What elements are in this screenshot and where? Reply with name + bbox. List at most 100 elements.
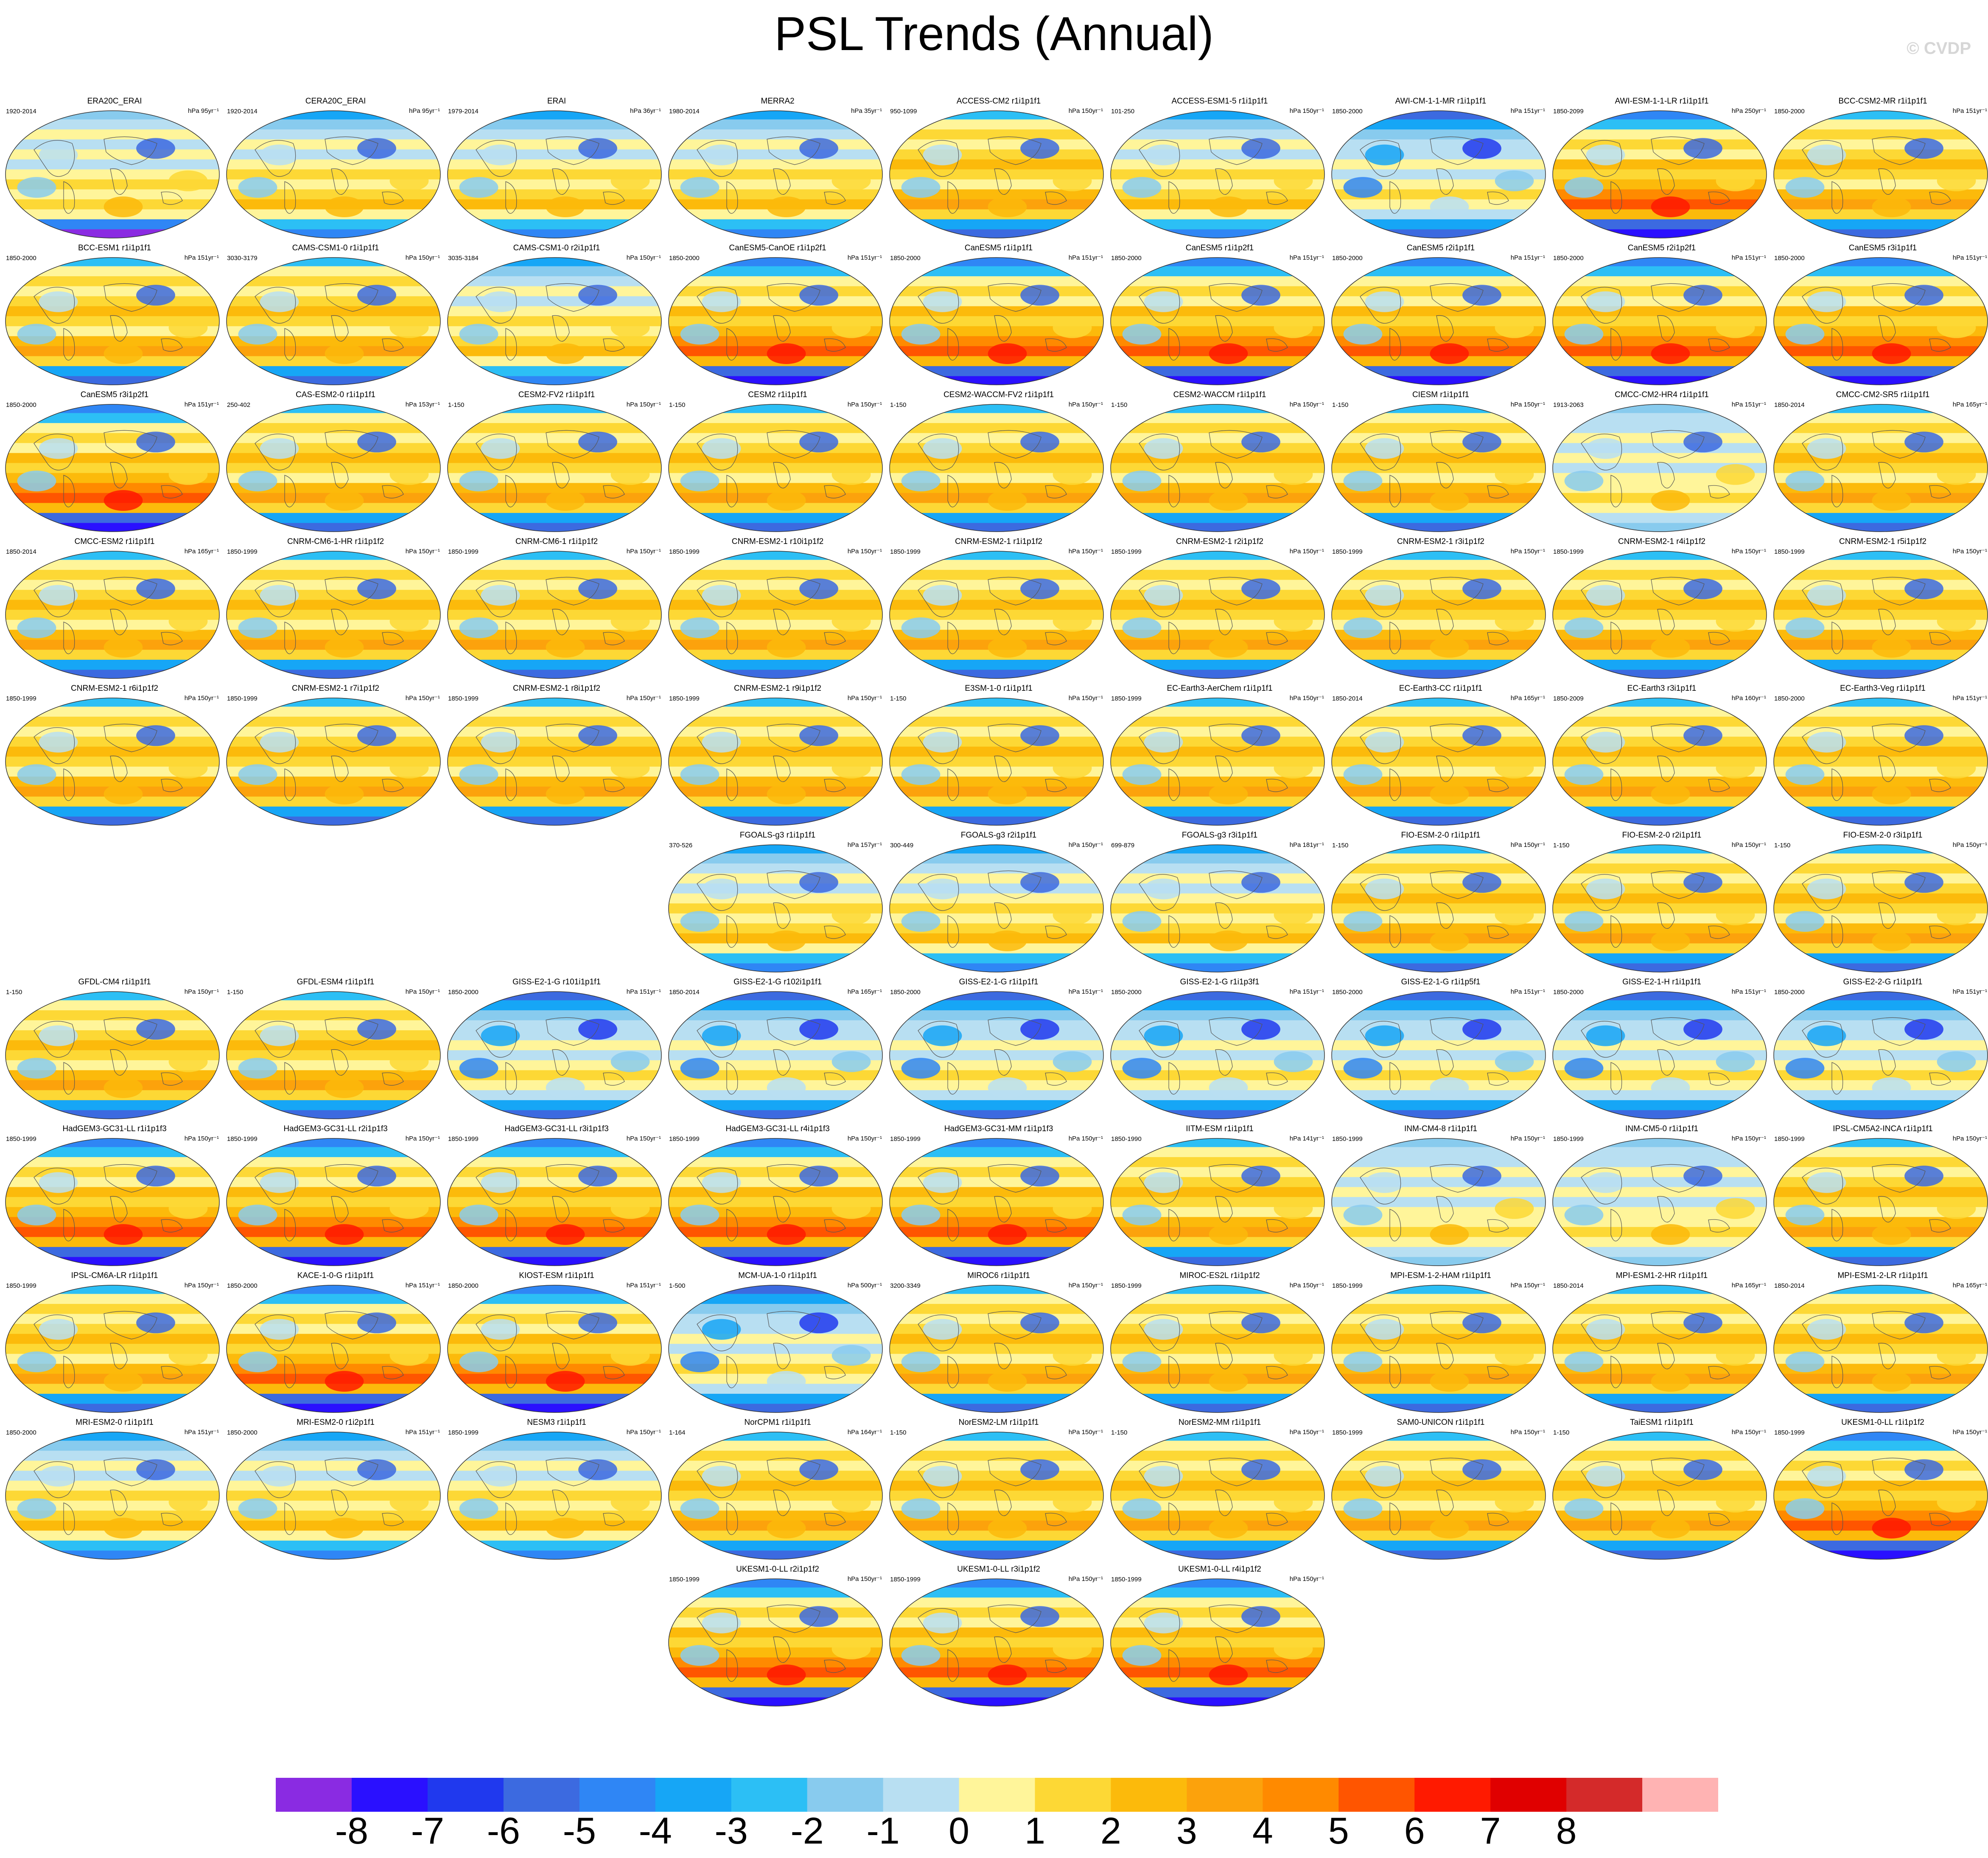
trend-feature (260, 438, 299, 459)
panel-years: 1-500 (669, 1282, 686, 1289)
trend-band (669, 1440, 882, 1451)
panel-units: hPa 150yr⁻¹ (1952, 548, 1987, 555)
coastline (1139, 434, 1180, 471)
trend-feature (104, 343, 143, 364)
coastline (1581, 140, 1622, 177)
panel-title: CESM2-WACCM r1i1p1f1 (1173, 390, 1266, 399)
coastline (1831, 1356, 1843, 1388)
trend-feature (357, 1019, 396, 1040)
trend-feature (832, 317, 871, 338)
trend-feature (610, 1345, 650, 1366)
map-border (1773, 1432, 1988, 1560)
trend-band (1111, 1314, 1324, 1325)
panel-title: MPI-ESM1-2-HR r1i1p1f1 (1616, 1271, 1708, 1280)
trend-feature (136, 1459, 175, 1480)
coastline (505, 622, 517, 654)
trend-band (1332, 1147, 1546, 1157)
coastline (1436, 608, 1454, 635)
trend-band (6, 746, 219, 757)
coastline (1831, 1209, 1843, 1241)
map-border (1552, 551, 1767, 679)
map-plot (447, 1138, 662, 1266)
panel-units: hPa 150yr⁻¹ (1068, 1282, 1103, 1289)
map-border (447, 1432, 662, 1560)
map-panel: CanESM5 r1i1p1f1 1850-2000 hPa 151yr⁻¹ (888, 244, 1109, 388)
trend-feature (104, 637, 143, 658)
coastline (1872, 1311, 1926, 1340)
coastline (331, 1342, 349, 1369)
trend-band (669, 1030, 882, 1041)
trend-band (890, 1187, 1103, 1198)
trend-band (448, 1030, 661, 1041)
map-plot (226, 1285, 441, 1413)
trend-feature (325, 1518, 364, 1539)
panel-units: hPa 165yr⁻¹ (1510, 695, 1545, 702)
trend-feature (1020, 578, 1059, 600)
coastline (1168, 328, 1180, 361)
trend-band (1774, 139, 1988, 150)
map-border (226, 991, 441, 1119)
trend-feature (39, 1466, 78, 1487)
coastline (505, 328, 517, 361)
coastline (255, 287, 296, 324)
panel-years: 1850-2000 (1332, 989, 1363, 996)
panel-title: CanESM5 r3i1p2f1 (80, 390, 149, 399)
trend-feature (1053, 1345, 1092, 1366)
trend-band (448, 1147, 661, 1157)
coastline (110, 608, 128, 635)
trend-feature (1020, 1019, 1059, 1040)
trend-feature (901, 1498, 941, 1519)
trend-feature (1053, 317, 1092, 338)
trend-feature (1904, 138, 1943, 159)
trend-band (1774, 717, 1988, 727)
coastline (1581, 874, 1622, 911)
panel-units: hPa 500yr⁻¹ (847, 1282, 882, 1289)
trend-feature (578, 1312, 617, 1334)
colorbar-tick-label: -1 (866, 1810, 900, 1852)
trend-feature (1586, 291, 1625, 312)
trend-band (1332, 219, 1546, 230)
trend-feature (901, 1351, 941, 1373)
coastline (767, 283, 820, 312)
coastline (767, 870, 820, 899)
trend-band (669, 306, 882, 317)
trend-band (1111, 1687, 1324, 1698)
map-border (1331, 991, 1546, 1119)
trend-feature (767, 1224, 806, 1245)
trend-feature (1144, 1612, 1183, 1634)
panel-title: MPI-ESM1-2-LR r1i1p1f1 (1837, 1271, 1928, 1280)
trend-feature (1144, 438, 1183, 459)
coastline (824, 338, 846, 352)
trend-band (227, 1020, 440, 1031)
map-panel: NorCPM1 r1i1p1f1 1-164 hPa 164yr⁻¹ (667, 1418, 888, 1562)
coastline (947, 915, 959, 948)
map-panel: CNRM-ESM2-1 r8i1p1f2 1850-1999 hPa 150yr⁻¹ (446, 684, 667, 828)
trend-band (1774, 600, 1988, 611)
panel-units: hPa 150yr⁻¹ (847, 401, 882, 408)
coastline (1215, 1636, 1233, 1663)
panel-title: CAMS-CSM1-0 r1i1p1f1 (292, 244, 379, 252)
trend-feature (1785, 1351, 1825, 1373)
trend-feature (610, 1491, 650, 1513)
panel-units: hPa 151yr⁻¹ (1952, 254, 1987, 261)
trend-feature (832, 1051, 871, 1072)
trend-band (1111, 1247, 1324, 1258)
coastline (552, 755, 570, 782)
coastline (1168, 1356, 1180, 1388)
panel-title: GISS-E2-1-G r101i1p1f1 (512, 978, 601, 986)
colorbar-tick-label: -5 (563, 1810, 596, 1852)
map-plot (1110, 1138, 1325, 1266)
trend-band (1332, 119, 1546, 130)
coastline (603, 779, 625, 792)
panel-title: MIROC-ES2L r1i1p1f2 (1179, 1271, 1260, 1280)
coastline (546, 1311, 599, 1340)
trend-feature (1241, 725, 1280, 746)
trend-band (1111, 726, 1324, 737)
coastline (382, 1072, 404, 1086)
trend-band (1553, 1393, 1767, 1404)
trend-band (1332, 1000, 1546, 1011)
trend-band (1553, 893, 1767, 904)
trend-band (890, 659, 1103, 670)
coastline (1266, 1072, 1288, 1086)
trend-band (1553, 1247, 1767, 1258)
